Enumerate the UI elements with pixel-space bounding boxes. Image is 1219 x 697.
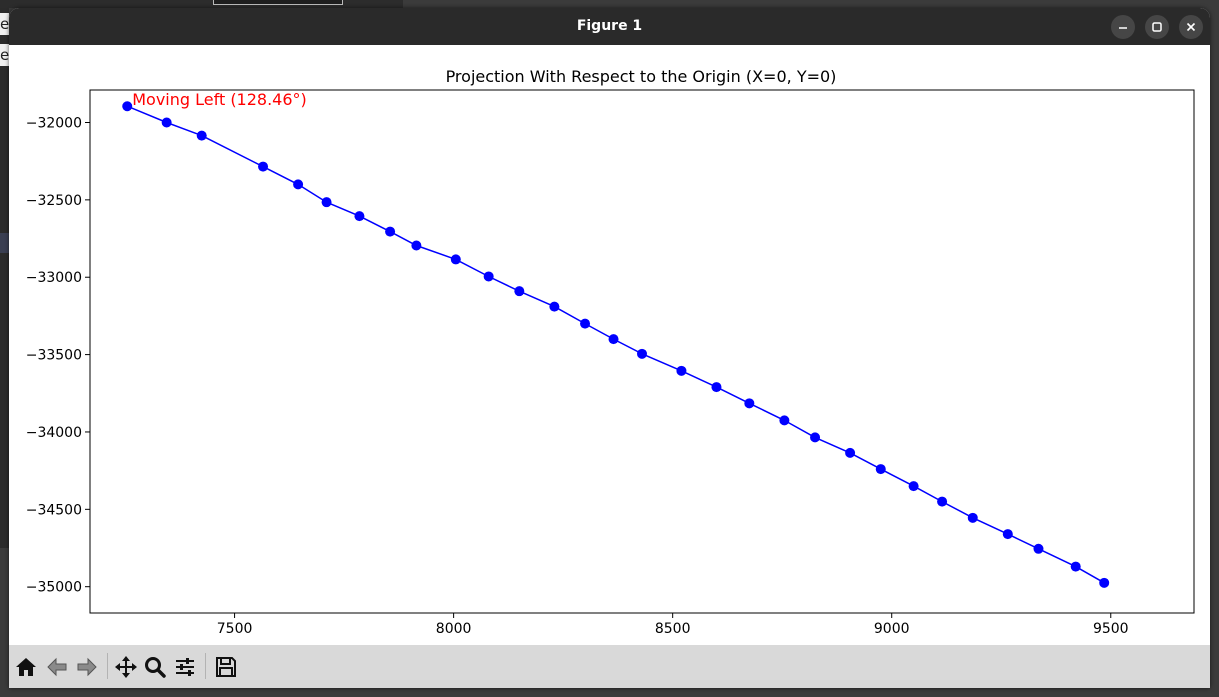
maximize-icon xyxy=(1152,22,1162,32)
back-button[interactable] xyxy=(43,653,71,681)
forward-button[interactable] xyxy=(73,653,101,681)
y-tick-label: −32500 xyxy=(26,193,82,209)
data-point xyxy=(450,254,461,265)
data-point xyxy=(637,348,647,359)
data-point xyxy=(1002,529,1013,540)
data-point xyxy=(258,161,269,172)
minimize-icon xyxy=(1119,27,1127,29)
plot-canvas[interactable]: Projection With Respect to the Origin (X… xyxy=(9,45,1210,645)
pan-button[interactable] xyxy=(112,653,140,681)
forward-icon xyxy=(77,657,97,677)
data-point xyxy=(908,481,919,492)
background-highlight xyxy=(0,233,9,253)
data-point xyxy=(676,365,687,376)
data-point xyxy=(580,318,591,329)
background-window-edge xyxy=(0,8,9,548)
data-point xyxy=(845,447,856,458)
zoom-icon xyxy=(145,657,166,678)
data-point xyxy=(779,415,790,426)
maximize-button[interactable] xyxy=(1145,15,1169,39)
data-point xyxy=(161,117,172,128)
data-point xyxy=(411,240,422,251)
y-tick-label: −33500 xyxy=(26,348,82,364)
chart-svg: Projection With Respect to the Origin (X… xyxy=(26,67,1195,637)
zoom-button[interactable] xyxy=(141,653,169,681)
x-tick-label: 9000 xyxy=(874,621,910,637)
configure-subplots-icon xyxy=(176,658,194,676)
data-point xyxy=(1099,577,1110,588)
home-icon xyxy=(16,658,36,676)
data-point xyxy=(1033,543,1044,554)
data-point xyxy=(744,398,755,409)
data-point xyxy=(354,211,365,222)
chart-title: Projection With Respect to the Origin (X… xyxy=(446,67,837,86)
background-input xyxy=(213,0,343,5)
series-line xyxy=(126,105,1105,584)
configure-subplots-button[interactable] xyxy=(171,653,199,681)
data-point xyxy=(875,464,886,475)
x-tick-label: 7500 xyxy=(217,621,253,637)
window-title: Figure 1 xyxy=(576,18,643,34)
data-point xyxy=(196,130,207,141)
back-icon xyxy=(47,657,67,677)
data-point xyxy=(608,334,619,345)
x-tick-label: 8500 xyxy=(655,621,691,637)
data-point xyxy=(514,286,525,297)
data-point xyxy=(122,101,133,112)
y-tick-label: −32000 xyxy=(26,115,82,131)
y-tick-label: −34500 xyxy=(26,502,82,518)
y-tick-label: −34000 xyxy=(26,425,82,441)
background-text-fragment: e xyxy=(0,44,9,66)
minimize-button[interactable] xyxy=(1111,15,1135,39)
data-point xyxy=(483,271,494,282)
data-point xyxy=(967,512,978,523)
pan-icon xyxy=(115,656,137,678)
data-point xyxy=(385,226,396,237)
data-point xyxy=(810,432,821,443)
background-panel xyxy=(0,0,403,8)
data-point xyxy=(293,179,304,190)
data-point xyxy=(549,301,560,312)
x-tick-label: 9500 xyxy=(1093,621,1129,637)
toolbar-separator xyxy=(205,653,206,679)
close-icon xyxy=(1186,22,1196,32)
axes-frame xyxy=(89,89,1195,614)
save-button[interactable] xyxy=(212,653,240,681)
home-button[interactable] xyxy=(12,653,40,681)
title-bar[interactable]: Figure 1 xyxy=(9,8,1210,45)
save-icon xyxy=(216,657,236,677)
y-tick-label: −35000 xyxy=(26,580,82,596)
toolbar-separator xyxy=(107,653,108,679)
chart-annotation: Moving Left (128.46°) xyxy=(132,90,307,109)
data-point xyxy=(1070,561,1081,572)
figure-window: Figure 1 Projection With Respect to the … xyxy=(9,8,1210,688)
close-button[interactable] xyxy=(1179,15,1203,39)
background-text-fragment: e xyxy=(0,13,9,35)
data-point xyxy=(937,496,948,507)
data-point xyxy=(321,197,332,208)
x-tick-label: 8000 xyxy=(436,621,472,637)
data-point xyxy=(711,382,722,393)
navigation-toolbar xyxy=(9,645,1210,688)
y-tick-label: −33000 xyxy=(26,270,82,286)
